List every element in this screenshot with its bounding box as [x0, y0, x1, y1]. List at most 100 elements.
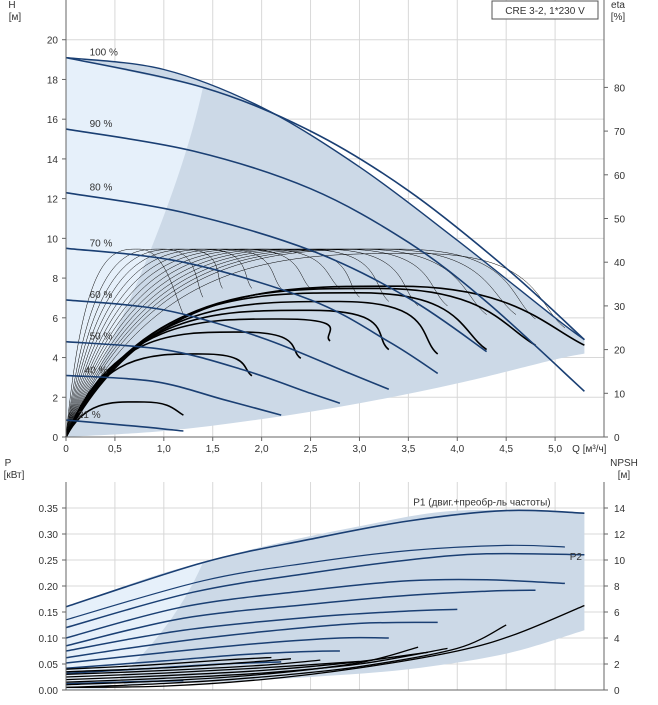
eta-curve-5: [65, 248, 282, 438]
head-ytick-label: 18: [47, 75, 59, 86]
power-ytick-label: 0.05: [39, 660, 59, 671]
power-curve-5: [65, 621, 438, 659]
npsh-curve-5: [65, 651, 428, 681]
speed-curve-40-pct: [65, 374, 282, 416]
head-xtick-label: 5,0: [548, 444, 562, 455]
power-light-area: [66, 562, 203, 690]
eta-ytick-label: 0: [614, 433, 620, 444]
npsh-ytick-label: 10: [614, 556, 626, 567]
power-curve-2: [65, 578, 565, 639]
power-curve-7: [65, 650, 340, 669]
power-curve-6: [65, 636, 389, 664]
head-ytick-label: 4: [52, 354, 58, 365]
npsh-curve-1: [65, 604, 585, 689]
speed-label-70-pct: 70 %: [90, 238, 113, 249]
eta-curve-15: [65, 253, 566, 438]
npsh-curve-6: [65, 660, 360, 678]
power-curve-4: [65, 608, 458, 652]
eta-curve-9: [65, 248, 389, 438]
speed-label-21-pct: 21 %: [78, 410, 101, 421]
npsh-ytick-label: 12: [614, 530, 626, 541]
eta-curve-22: [65, 291, 488, 438]
power-ytick-label: 0.35: [39, 504, 59, 515]
head-xtick-label: 1,5: [206, 444, 220, 455]
speed-label-60-pct: 60 %: [90, 290, 113, 301]
eta-ytick-label: 70: [614, 127, 626, 138]
power-operating-area: [66, 509, 585, 685]
head-xtick-label: 0,5: [108, 444, 122, 455]
eta-curve-18: [65, 331, 302, 438]
eta-curve-2: [65, 248, 204, 438]
head-ytick-label: 6: [52, 314, 58, 325]
speed-label-90-pct: 90 %: [90, 119, 113, 130]
head-max-curve: [65, 56, 585, 341]
npsh-curve-4: [65, 647, 448, 683]
head-ytick-label: 20: [47, 36, 59, 47]
speed-label-50-pct: 50 %: [90, 332, 113, 343]
head-ytick-label: 8: [52, 274, 58, 285]
speed-curve-60-pct: [65, 299, 390, 391]
npsh-curve-2: [65, 624, 507, 689]
eta-curve-16: [65, 401, 184, 438]
eta-ytick-label: 60: [614, 171, 626, 182]
head-xtick-label: 4,5: [499, 444, 513, 455]
eta-curve-8: [65, 248, 360, 438]
eta-curve-6: [65, 248, 311, 438]
eta-ytick-label: 20: [614, 346, 626, 357]
power-ytick-label: 0.15: [39, 608, 59, 619]
eta-axis-title: eta: [611, 0, 625, 11]
head-xtick-label: 3,0: [353, 444, 367, 455]
speed-curve-21-pct: [65, 419, 184, 432]
head-axis-unit: [м]: [9, 12, 22, 23]
head-ytick-label: 2: [52, 393, 58, 404]
speed-curve-100-pct: [65, 56, 585, 341]
head-ytick-label: 14: [47, 155, 59, 166]
npsh-axis-unit: [м]: [618, 470, 631, 481]
eta-curve-10: [65, 248, 419, 438]
x-axis-title: Q [м³/ч]: [572, 444, 607, 455]
npsh-ytick-label: 4: [614, 634, 620, 645]
head-operating-area: [66, 57, 585, 437]
eta-curve-7: [65, 248, 341, 438]
power-ytick-label: 0.25: [39, 556, 59, 567]
power-curve-1: [65, 552, 585, 629]
series-p1: [65, 509, 585, 608]
head-ytick-label: 10: [47, 234, 59, 245]
speed-curve-90-pct: [65, 128, 585, 392]
eta-ytick-label: 30: [614, 302, 626, 313]
speed-curve-50-pct: [65, 340, 341, 404]
head-xtick-label: 3,5: [401, 444, 415, 455]
speed-label-40-pct: 40 %: [85, 365, 108, 376]
power-ytick-label: 0.20: [39, 582, 59, 593]
npsh-ytick-label: 2: [614, 660, 620, 671]
eta-ytick-label: 40: [614, 258, 626, 269]
eta-ytick-label: 10: [614, 389, 626, 400]
speed-curve-70-pct: [65, 247, 439, 375]
npsh-curve-7: [65, 659, 321, 676]
head-axis-title: H: [8, 0, 15, 11]
power-ytick-label: 0.00: [39, 686, 59, 697]
eta-curve-13: [65, 248, 517, 438]
npsh-ytick-label: 14: [614, 504, 626, 515]
npsh-curve-9: [65, 656, 272, 670]
eta-curve-12: [65, 248, 487, 438]
power-ytick-label: 0.10: [39, 634, 59, 645]
eta-curve-4: [65, 248, 253, 438]
head-xtick-label: 4,0: [450, 444, 464, 455]
head-ytick-label: 12: [47, 195, 59, 206]
speed-label-100-pct: 100 %: [90, 48, 118, 59]
npsh-curve-8: [65, 658, 292, 673]
head-light-area: [66, 57, 203, 437]
npsh-ytick-label: 8: [614, 582, 620, 593]
power-curve-3: [65, 589, 536, 647]
eta-curve-11: [65, 248, 448, 438]
head-xtick-label: 2,0: [255, 444, 269, 455]
eta-curve-24: [65, 285, 585, 438]
series-label-p1: P1 (двиг.+преобр-ль частоты): [413, 496, 550, 508]
eta-ytick-label: 50: [614, 215, 626, 226]
eta-axis-unit: [%]: [611, 12, 626, 23]
pump-model-label: CRE 3-2, 1*230 V: [505, 6, 585, 17]
series-p2: [65, 544, 565, 621]
